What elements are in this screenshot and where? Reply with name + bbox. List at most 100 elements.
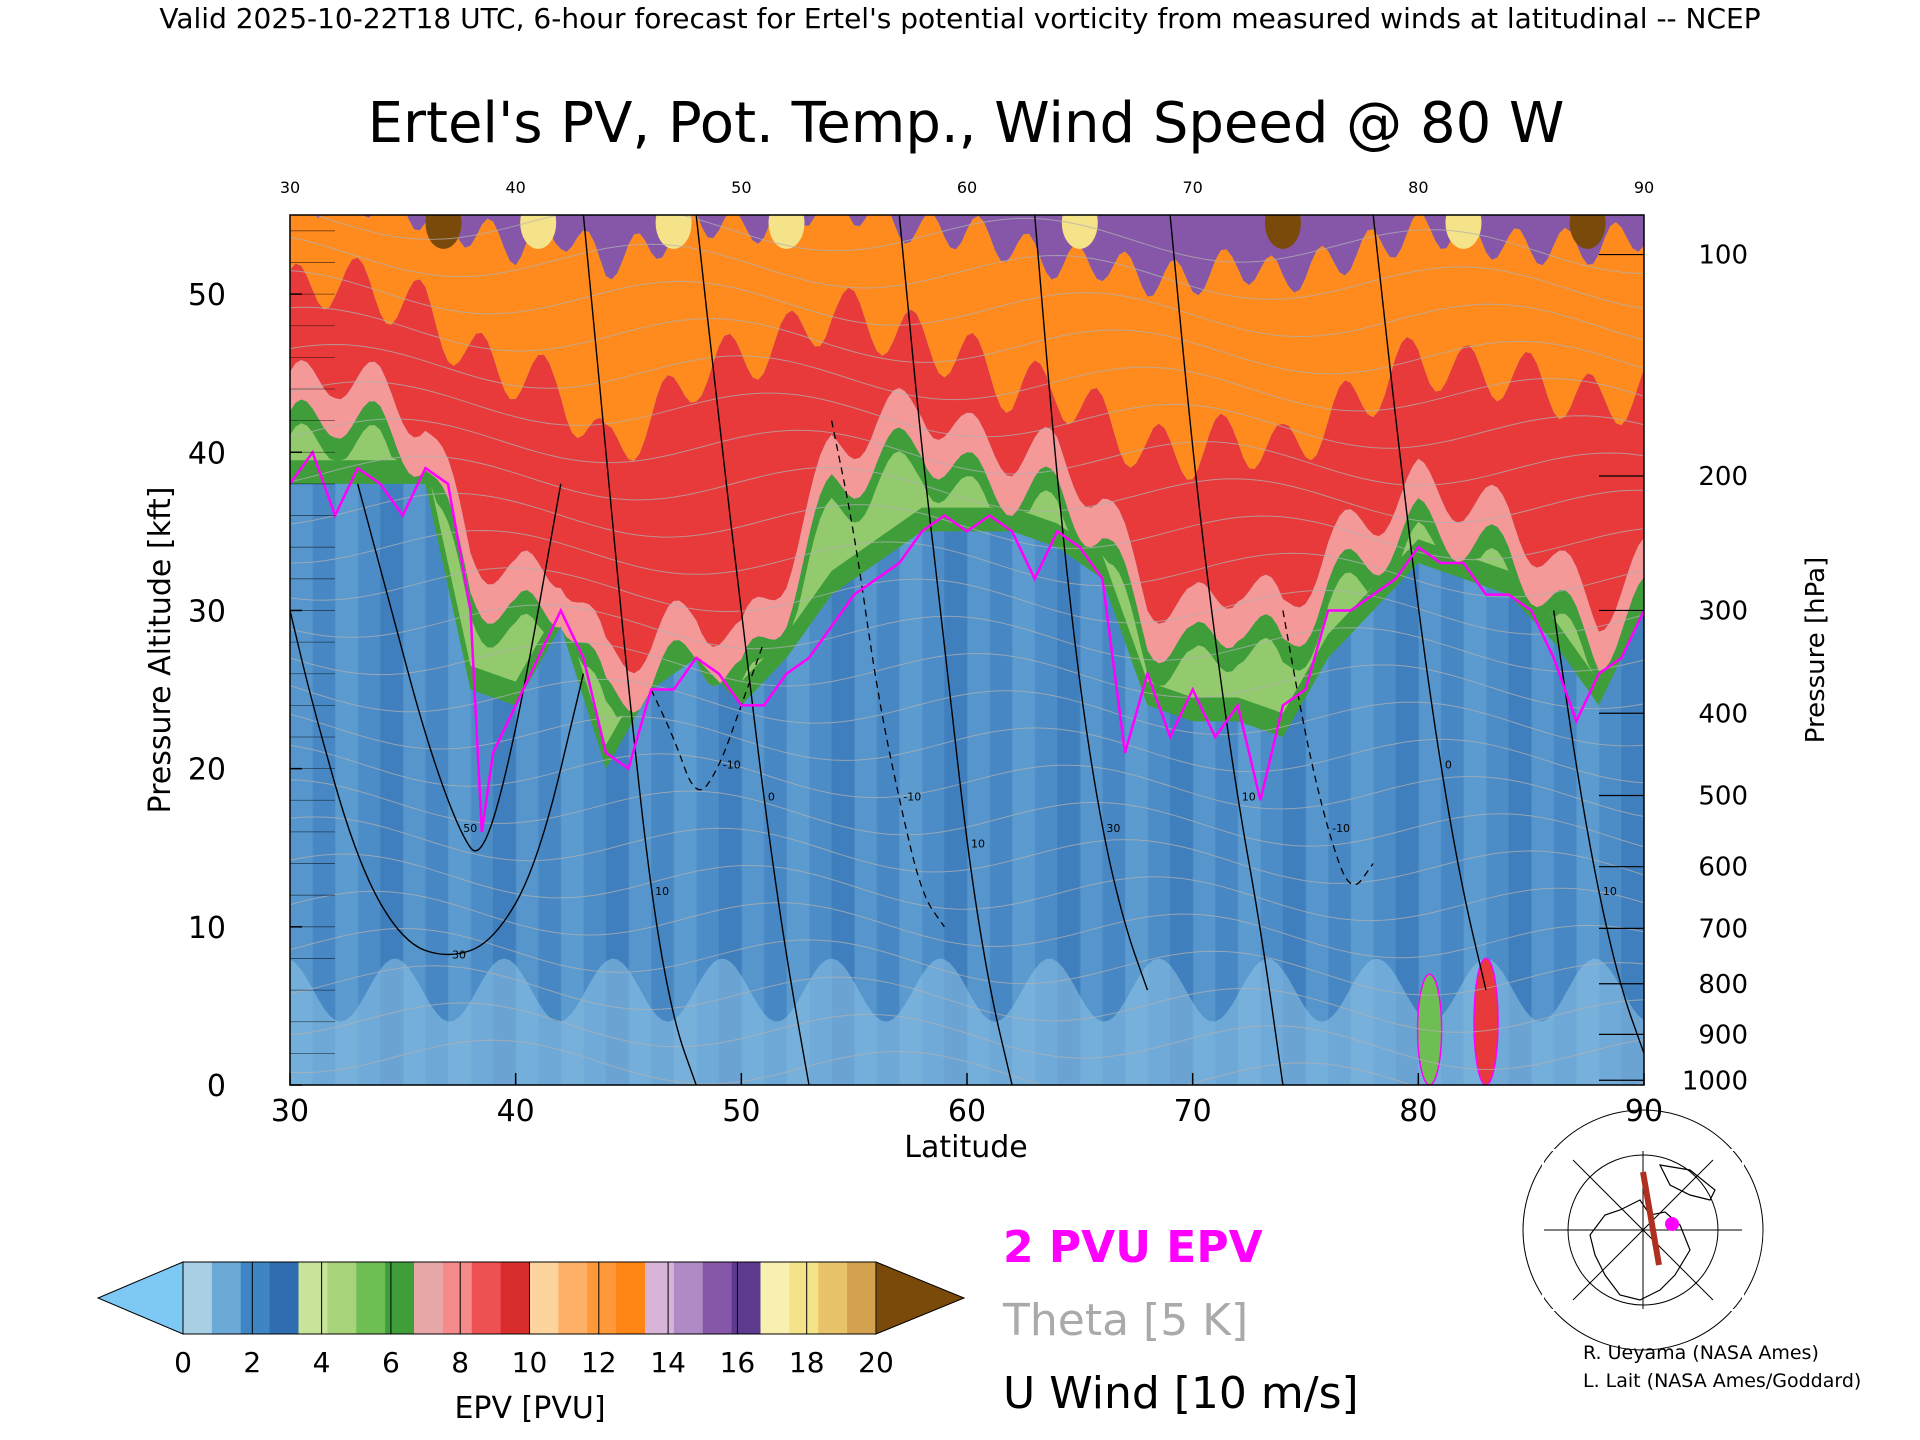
theta-contour xyxy=(290,1039,1644,1085)
epv-cap-blob xyxy=(1445,215,1482,249)
colorbar-swatch xyxy=(183,1262,213,1334)
plot-area: 30 50 10 0 10 30 10 0 10 -10 -10 -10 xyxy=(290,215,1644,1085)
colorbar-swatch xyxy=(673,1262,704,1334)
forecast-header: Valid 2025-10-22T18 UTC, 6-hour forecast… xyxy=(159,2,1760,35)
u-wind-contour-negative xyxy=(650,641,765,791)
colorbar-swatch xyxy=(414,1262,444,1334)
colorbar-tick-label: 10 xyxy=(512,1346,548,1379)
u-wind-contour-label: -10 xyxy=(903,790,921,803)
u-wind-contour-label: 10 xyxy=(655,885,669,898)
x-tick-label: 30 xyxy=(271,1094,309,1129)
theta-contour xyxy=(290,641,1644,710)
y2-axis-label: Pressure [hPa] xyxy=(1801,557,1831,744)
colorbar-swatch xyxy=(558,1262,588,1334)
colorbar-swatch xyxy=(702,1262,733,1334)
epv-band-purple xyxy=(314,215,1644,297)
theta-contour xyxy=(290,713,1644,784)
u-wind-contour xyxy=(290,610,585,956)
epv-band-pink xyxy=(290,360,1644,713)
pressure-axis: 100 200 300 400 500 600 700 800 900 1000 xyxy=(1599,241,1748,1096)
x-tick-label: 80 xyxy=(1399,1094,1437,1129)
inset-map-border xyxy=(1542,1149,1744,1311)
pressure-tick-label: 400 xyxy=(1698,699,1748,729)
u-wind-contour xyxy=(898,215,1013,1085)
u-wind-contour-label: 30 xyxy=(1106,822,1120,835)
colorbar-tick-label: 20 xyxy=(858,1346,894,1379)
theta-contour xyxy=(290,306,1644,375)
pressure-tick-label: 200 xyxy=(1698,462,1748,492)
tropopause-2pvu-line xyxy=(290,449,1644,833)
pressure-tick-label: 900 xyxy=(1698,1020,1748,1050)
x-tick-label: 50 xyxy=(722,1094,760,1129)
colorbar-tick-label: 0 xyxy=(174,1346,192,1379)
theta-contour xyxy=(290,678,1644,747)
colorbar-swatch xyxy=(385,1262,415,1334)
u-wind-contour-negative xyxy=(1282,610,1374,886)
colorbar-swatch xyxy=(356,1262,386,1334)
top-tick-label: 50 xyxy=(731,178,751,197)
inset-map-section-line xyxy=(1640,1171,1662,1266)
colorbar-swatch xyxy=(471,1262,502,1334)
colorbar-swatch xyxy=(240,1262,271,1334)
inset-map-coastline xyxy=(1658,1164,1716,1201)
u-wind-contour xyxy=(1034,215,1149,991)
u-wind-contour-label: -10 xyxy=(1332,822,1350,835)
epv-band-lightgreen xyxy=(290,423,1644,745)
epv-cap-blob xyxy=(1569,215,1606,249)
colorbar-over-arrow xyxy=(875,1261,966,1335)
epv-cap-blob xyxy=(1061,215,1098,249)
u-wind-contour-label: 0 xyxy=(768,790,775,803)
u-wind-contour-label: 30 xyxy=(452,949,466,962)
epv-fill-layer xyxy=(290,215,1644,1085)
top-axis: 30 40 50 60 70 80 90 xyxy=(280,178,1654,197)
y-tick-label: 10 xyxy=(188,911,226,946)
theta-contour xyxy=(290,890,1644,959)
u-wind-contour-label: -10 xyxy=(723,759,741,772)
colorbar-swatch xyxy=(529,1262,559,1334)
u-wind-contour xyxy=(1553,610,1644,1054)
colorbar-swatch xyxy=(500,1262,531,1334)
colorbar-swatch xyxy=(211,1262,242,1334)
epv-cap-blob xyxy=(1264,215,1301,249)
u-wind-contour-label: 50 xyxy=(463,822,477,835)
colorbar-tick-label: 6 xyxy=(382,1346,400,1379)
theta-contour xyxy=(290,965,1644,1033)
colorbar-swatch xyxy=(789,1262,819,1334)
y-tick-label: 0 xyxy=(207,1069,226,1104)
theta-contour xyxy=(290,816,1644,884)
epv-cap-blob xyxy=(655,215,692,249)
y-axis: 0 10 20 30 40 50 xyxy=(188,230,335,1104)
x-tick-label: 40 xyxy=(497,1094,535,1129)
theta-contour xyxy=(313,215,1644,274)
u-wind-contour xyxy=(1169,215,1284,1085)
u-wind-contour-label: 10 xyxy=(971,838,985,851)
y-axis-label: Pressure Altitude [kft] xyxy=(143,487,178,814)
colorbar-tick-label: 18 xyxy=(789,1346,825,1379)
y-tick-label: 20 xyxy=(188,753,226,788)
x-tick-label: 70 xyxy=(1174,1094,1212,1129)
colorbar-swatch xyxy=(818,1262,848,1334)
epv-band-red xyxy=(290,257,1644,674)
epv-cap-blob xyxy=(425,215,462,249)
colorbar-tick-label: 12 xyxy=(581,1346,617,1379)
colorbar: 0 2 4 6 8 10 12 14 16 18 20 xyxy=(96,1261,966,1379)
colorbar-swatch xyxy=(731,1262,762,1334)
x-tick-label: 90 xyxy=(1625,1094,1663,1129)
inset-map-coastline xyxy=(1589,1199,1691,1301)
pressure-tick-label: 1000 xyxy=(1682,1066,1748,1096)
u-wind-contour-label: 0 xyxy=(1445,759,1452,772)
u-wind-contour xyxy=(695,215,810,1085)
inset-map-meridian xyxy=(1572,1159,1714,1301)
legend-u-wind: U Wind [10 m/s] xyxy=(1003,1368,1359,1419)
colorbar-tick-label: 2 xyxy=(243,1346,261,1379)
u-wind-contour-label: 10 xyxy=(1242,790,1256,803)
top-tick-label: 80 xyxy=(1408,178,1428,197)
pressure-tick-label: 600 xyxy=(1698,853,1748,883)
theta-contour xyxy=(290,529,1644,598)
chart-title: Ertel's PV, Pot. Temp., Wind Speed @ 80 … xyxy=(368,91,1565,156)
epv-surface-feature xyxy=(1473,957,1499,1085)
legend-2pvu: 2 PVU EPV xyxy=(1003,1222,1263,1273)
credit-line-2: L. Lait (NASA Ames/Goddard) xyxy=(1583,1370,1861,1392)
colorbar-tick-label: 16 xyxy=(720,1346,756,1379)
inset-map-location-dot xyxy=(1665,1217,1679,1231)
